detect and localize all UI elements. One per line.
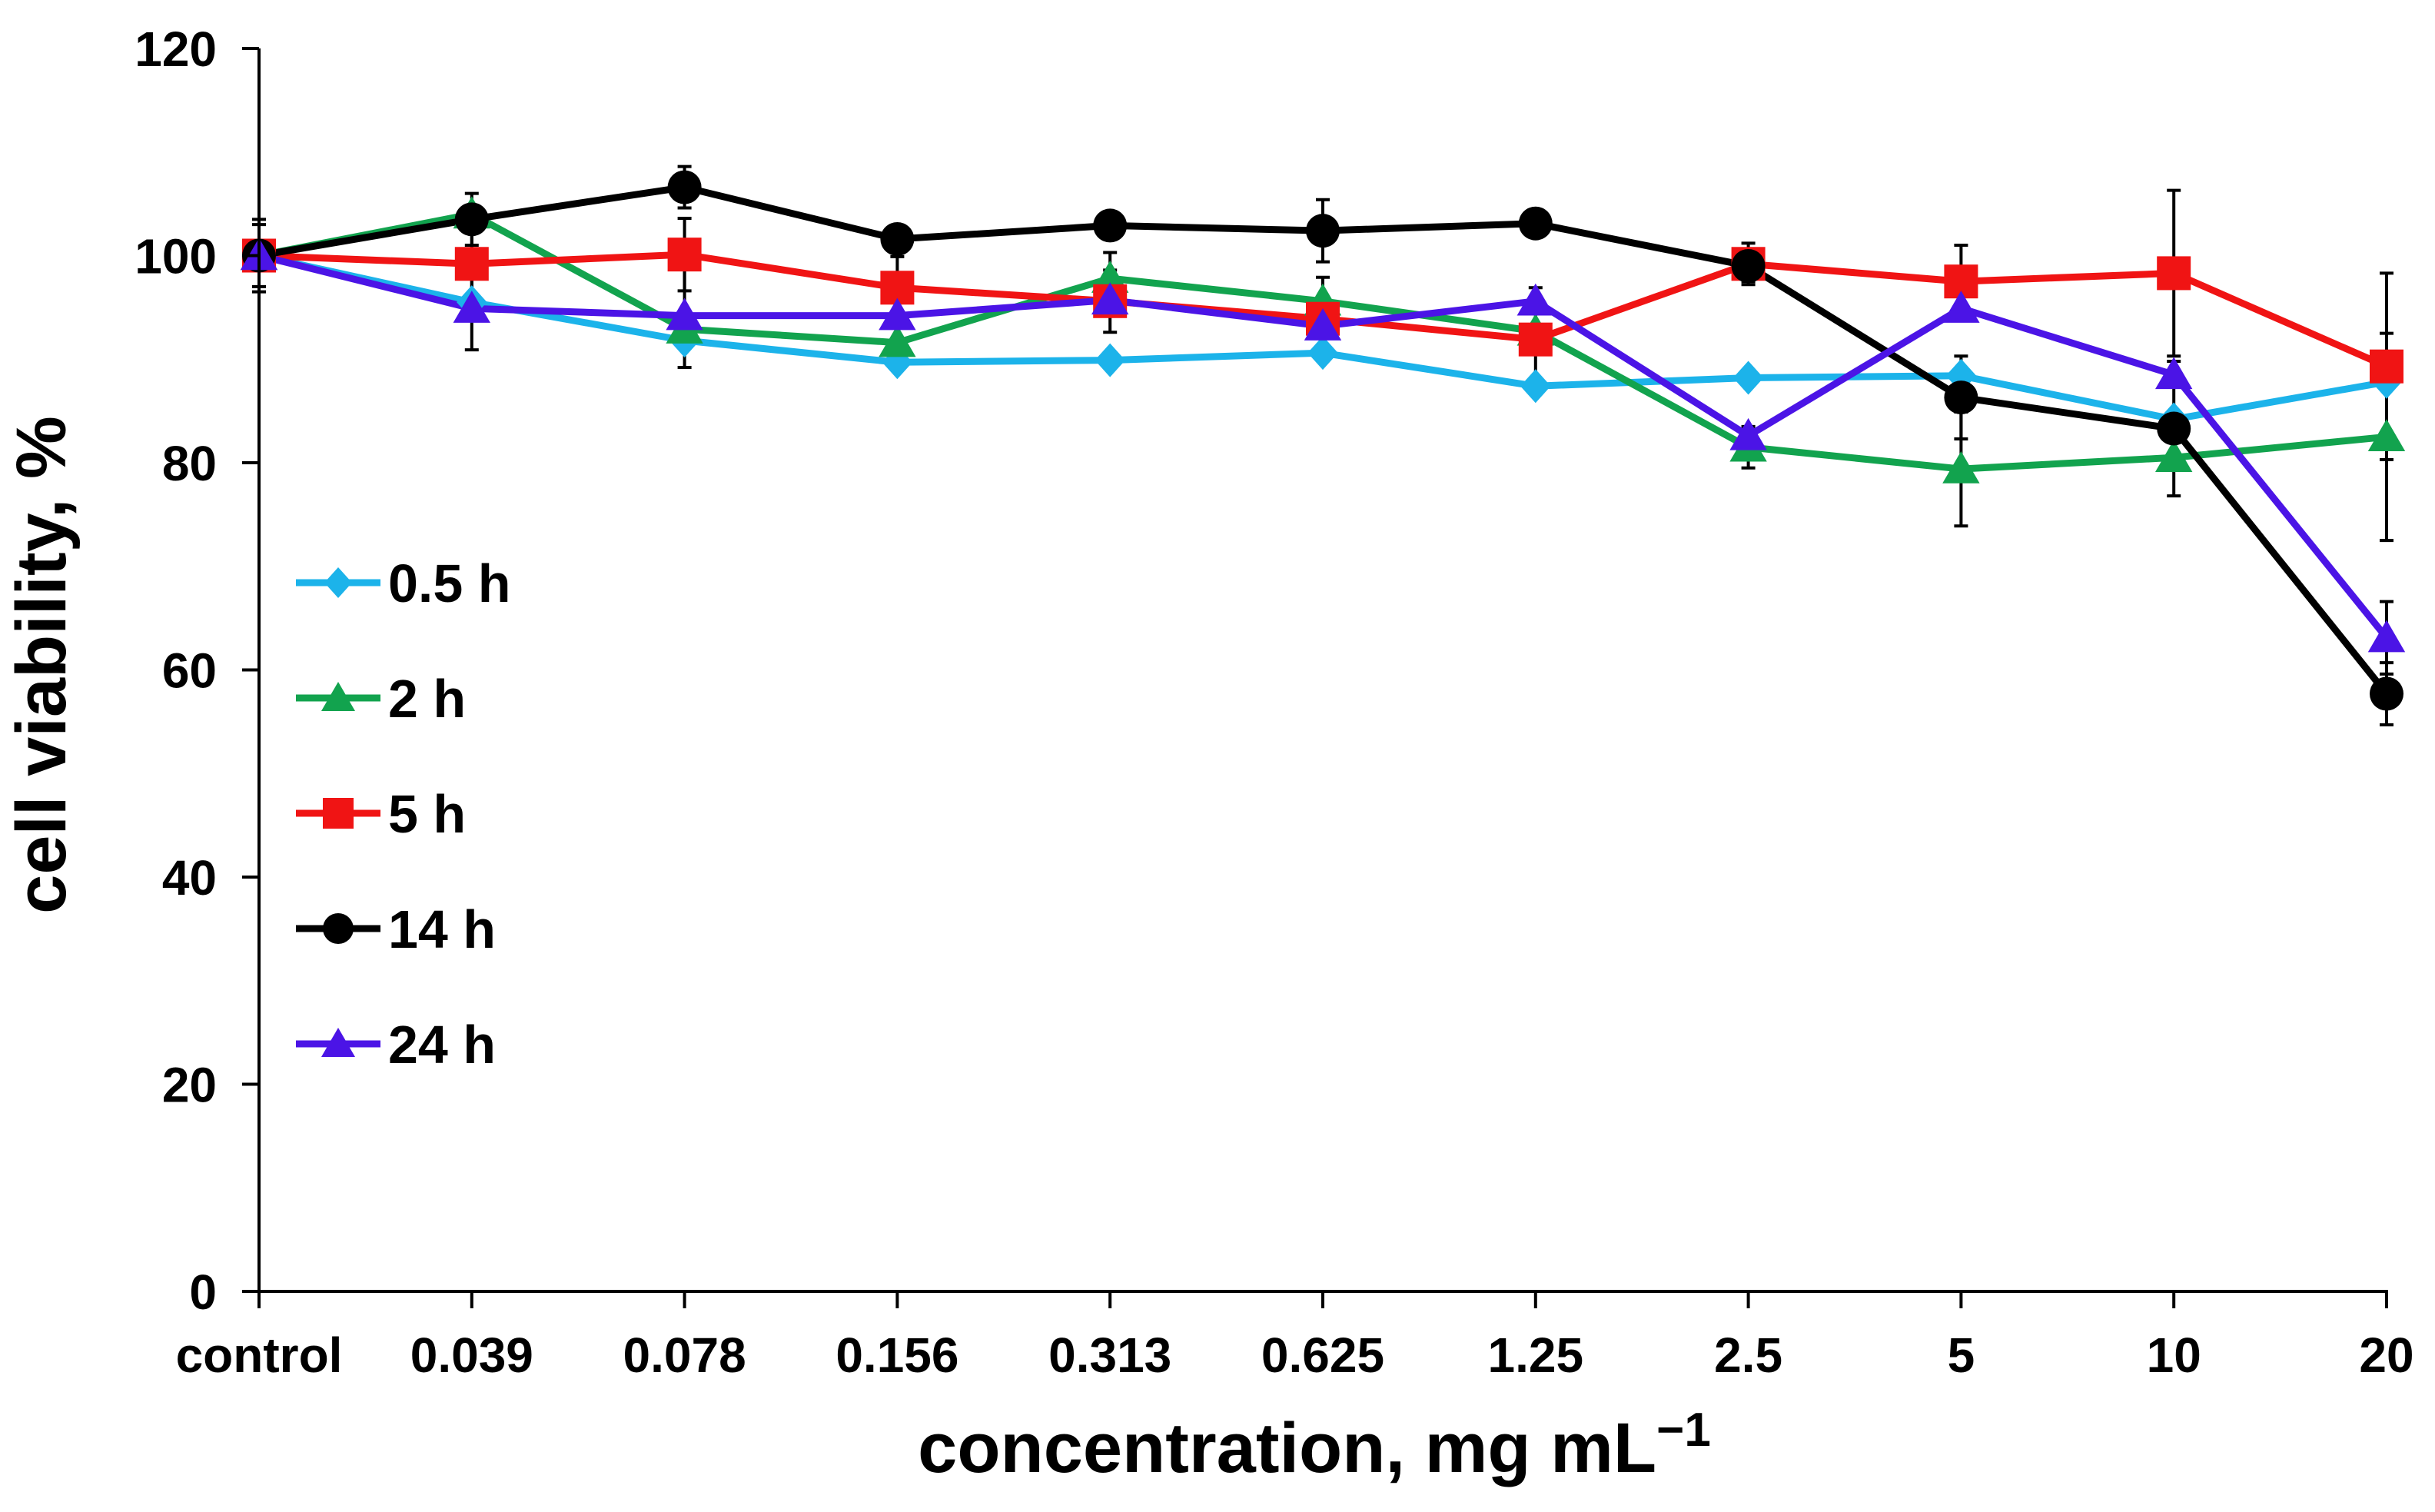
- y-tick-label: 120: [135, 22, 217, 77]
- legend-label-0-5-h: 0.5 h: [388, 553, 511, 613]
- data-point-24-h: [1729, 417, 1767, 450]
- data-point-0-5-h: [1095, 343, 1125, 377]
- data-point-14-h: [1944, 380, 1978, 415]
- x-axis-title: concentration, mg mL−1: [918, 1404, 1711, 1487]
- data-point-24-h: [2367, 620, 2406, 653]
- x-tick-label: 0.156: [835, 1328, 958, 1383]
- x-tick-label: 0.625: [1261, 1328, 1384, 1383]
- y-axis-title: cell viability, %: [2, 416, 81, 914]
- data-point-14-h: [880, 221, 915, 256]
- series-markers: [240, 170, 2406, 711]
- data-point-5-h: [2370, 349, 2403, 384]
- legend-marker-2-h: [321, 682, 355, 711]
- y-tick-label: 80: [162, 436, 217, 491]
- data-point-5-h: [454, 247, 489, 281]
- data-point-24-h: [879, 297, 916, 331]
- data-point-2-h: [879, 324, 916, 357]
- y-tick-label: 20: [162, 1058, 217, 1113]
- data-point-0-5-h: [1732, 361, 1764, 395]
- y-tick-label: 0: [189, 1264, 217, 1320]
- legend-label-14-h: 14 h: [388, 899, 496, 959]
- error-bars: [252, 164, 2393, 726]
- data-point-2-h: [2155, 440, 2193, 472]
- data-point-14-h: [2370, 676, 2403, 711]
- data-point-14-h: [1731, 248, 1766, 283]
- legend-label-5-h: 5 h: [388, 784, 466, 844]
- legend-marker-5-h: [323, 798, 354, 829]
- legend-label-24-h: 24 h: [388, 1015, 496, 1075]
- data-point-24-h: [1516, 283, 1554, 316]
- data-point-24-h: [1304, 308, 1342, 341]
- data-point-14-h: [454, 202, 489, 237]
- data-point-0-5-h: [1307, 336, 1338, 371]
- data-point-24-h: [1091, 282, 1129, 315]
- data-point-14-h: [2157, 411, 2191, 446]
- x-tick-label: 20: [2359, 1328, 2413, 1383]
- x-tick-label: 0.078: [623, 1328, 746, 1383]
- data-point-0-5-h: [1520, 369, 1551, 404]
- legend-label-2-h: 2 h: [388, 669, 466, 729]
- x-axis-title-main: concentration, mg mL: [918, 1409, 1656, 1487]
- y-tick-label: 40: [162, 850, 217, 906]
- x-tick-label: 1.25: [1488, 1328, 1584, 1383]
- data-point-24-h: [2155, 357, 2193, 390]
- legend-marker-0-5-h: [324, 567, 352, 598]
- data-point-2-h: [1942, 450, 1980, 484]
- data-point-5-h: [667, 238, 702, 272]
- data-point-2-h: [2367, 419, 2406, 452]
- data-point-14-h: [1518, 206, 1553, 241]
- data-point-24-h: [453, 291, 490, 323]
- data-point-5-h: [2157, 256, 2191, 291]
- legend-marker-24-h: [321, 1028, 355, 1057]
- data-point-5-h: [1518, 322, 1553, 357]
- data-point-24-h: [1942, 291, 1980, 323]
- y-tick-label: 60: [162, 643, 217, 699]
- axes: 0 20 40 60 80 100 120 control 0.039 0.078 0.156 0.3…: [135, 22, 2413, 1383]
- x-tick-label: 10: [2147, 1328, 2201, 1383]
- x-tick-label: 0.313: [1048, 1328, 1171, 1383]
- x-tick-label: 2.5: [1714, 1328, 1782, 1383]
- data-point-14-h: [1306, 214, 1340, 248]
- data-point-24-h: [666, 297, 703, 331]
- data-point-14-h: [1093, 208, 1128, 243]
- x-tick-label: 0.039: [410, 1328, 533, 1383]
- legend-marker-14-h: [323, 913, 354, 944]
- x-tick-label: control: [176, 1328, 343, 1383]
- x-tick-label: 5: [1948, 1328, 1975, 1383]
- legend: 0.5 h 2 h 5 h 14 h 24 h: [296, 553, 511, 1075]
- data-point-14-h: [667, 170, 702, 204]
- y-tick-label: 100: [135, 229, 217, 284]
- x-axis-title-superscript: −1: [1656, 1404, 1711, 1457]
